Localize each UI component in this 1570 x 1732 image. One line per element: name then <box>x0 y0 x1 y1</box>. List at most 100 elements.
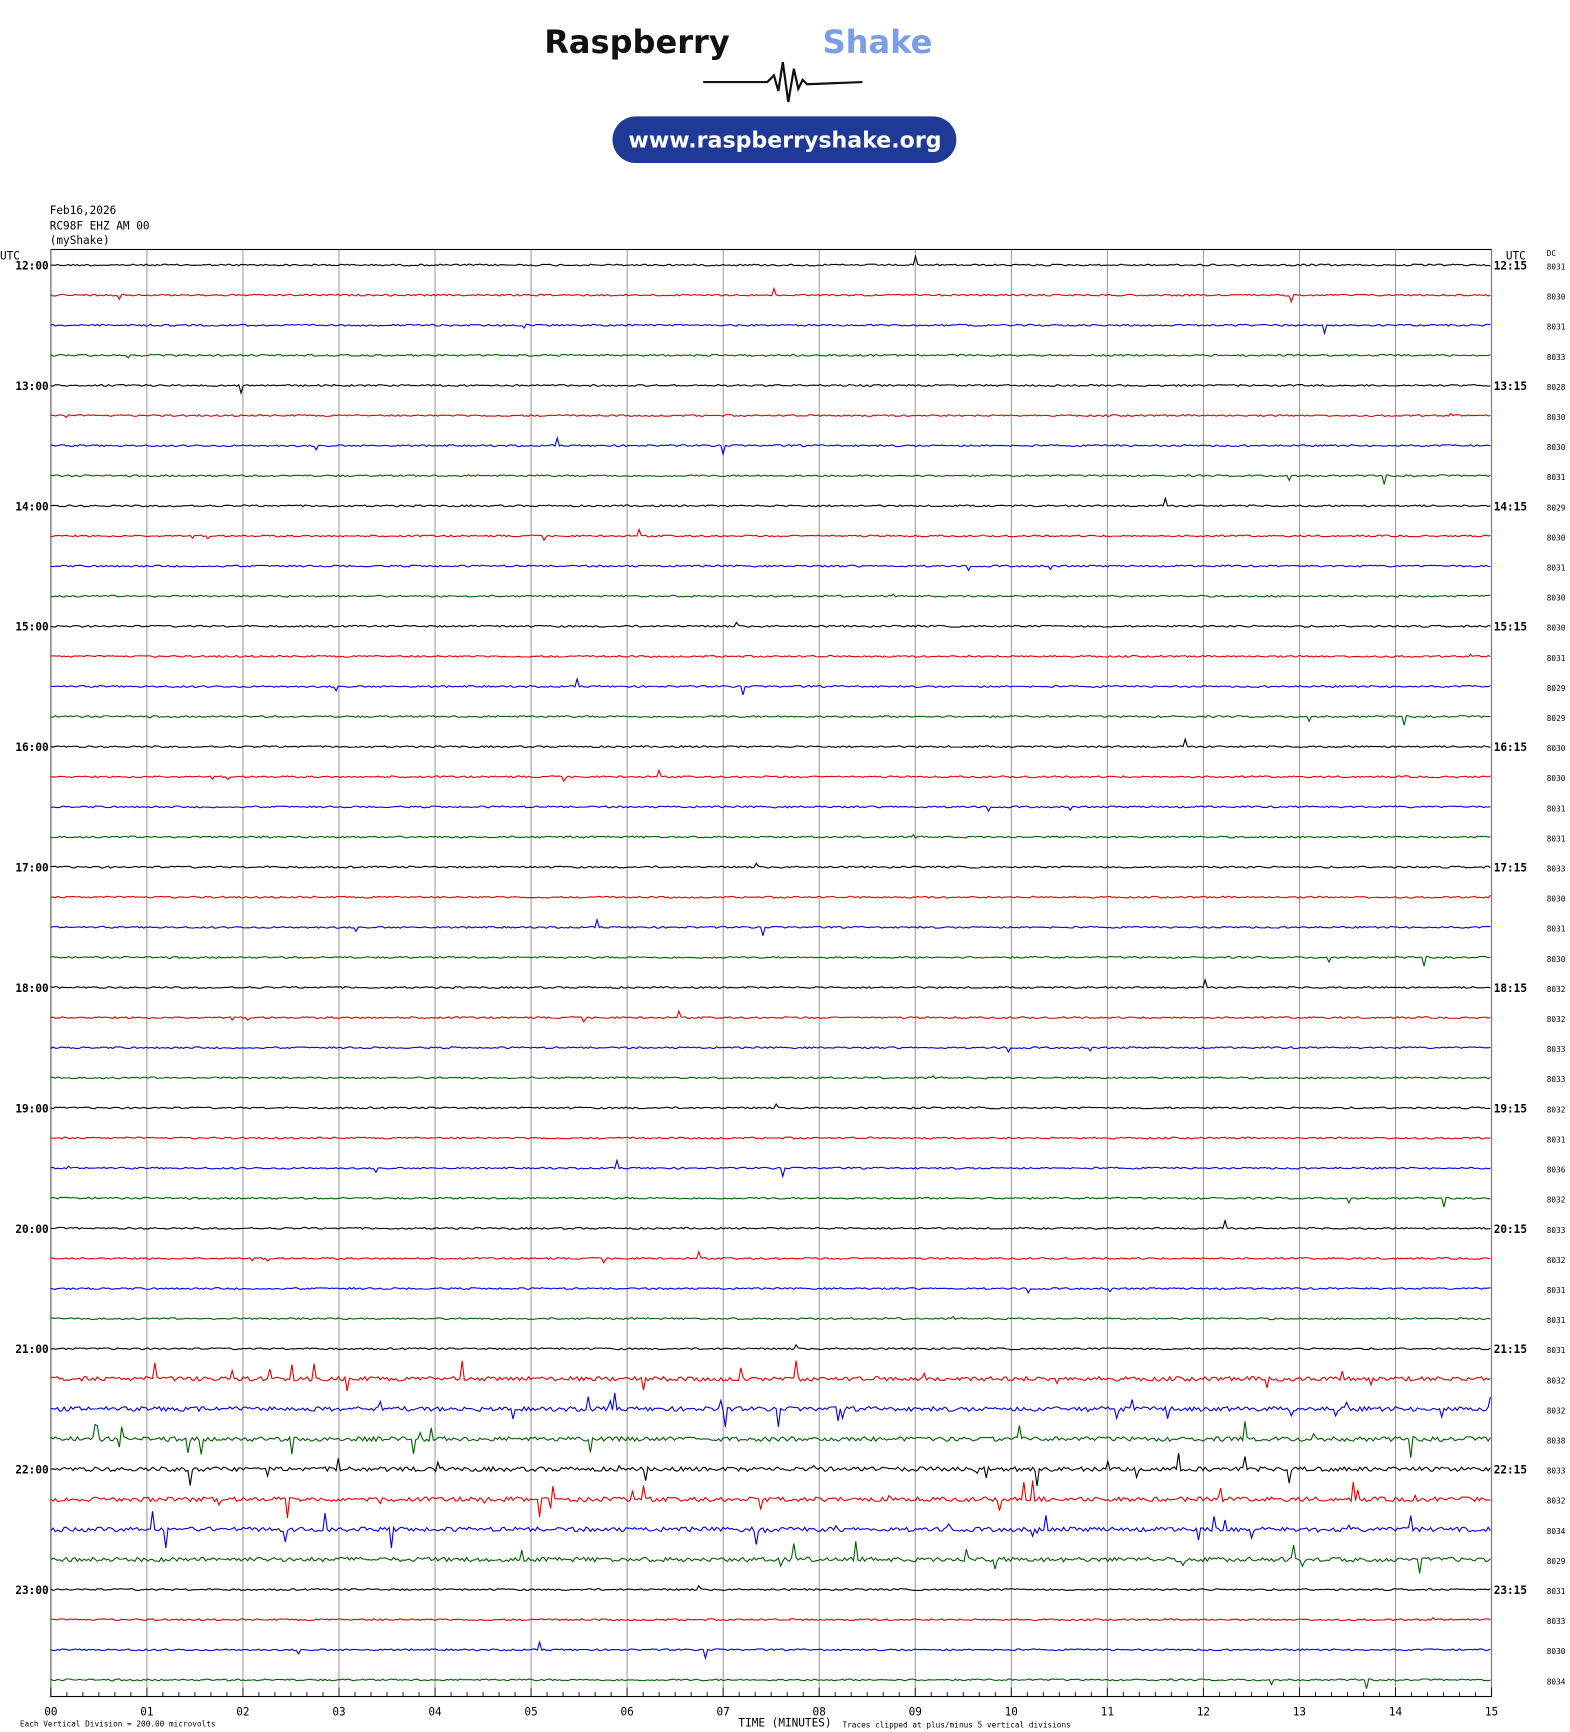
dc-value: 8031 <box>1547 654 1566 663</box>
hour-label-right: 20:15 <box>1494 1223 1527 1236</box>
trace <box>50 1103 1491 1110</box>
dc-value: 8032 <box>1547 1015 1566 1024</box>
x-tick-label: 05 <box>524 1705 537 1718</box>
trace <box>50 768 1491 783</box>
dc-value: 8028 <box>1547 383 1566 392</box>
trace <box>50 1392 1491 1428</box>
trace <box>50 1009 1491 1024</box>
trace <box>50 862 1491 869</box>
trace <box>50 737 1491 749</box>
trace <box>50 323 1491 336</box>
trace <box>50 1453 1491 1487</box>
dc-value: 8029 <box>1547 684 1566 693</box>
hour-label-right: 19:15 <box>1494 1102 1527 1115</box>
trace <box>50 1136 1491 1140</box>
hour-label-right: 21:15 <box>1494 1343 1527 1356</box>
hour-label-right: 18:15 <box>1494 982 1527 995</box>
x-tick-label: 01 <box>140 1705 153 1718</box>
dc-value: 8032 <box>1547 1196 1566 1205</box>
right-unit: UTC <box>1506 249 1526 262</box>
trace <box>50 676 1491 696</box>
dc-value: 8031 <box>1547 834 1566 843</box>
hour-label-right: 13:15 <box>1494 380 1527 393</box>
dc-value: 8031 <box>1547 262 1566 271</box>
trace <box>50 621 1491 628</box>
trace <box>50 412 1491 419</box>
x-tick-label: 03 <box>332 1705 345 1718</box>
trace <box>50 1511 1491 1549</box>
x-tick-label: 00 <box>44 1705 57 1718</box>
trace <box>50 834 1491 839</box>
left-unit: UTC <box>0 249 20 262</box>
dc-value: 8033 <box>1547 1045 1566 1054</box>
trace <box>50 286 1491 304</box>
hour-label-left: 16:00 <box>15 741 48 754</box>
dc-value: 8031 <box>1547 1587 1566 1596</box>
hour-label-left: 22:00 <box>15 1464 48 1477</box>
logo-wave <box>703 61 863 103</box>
hour-label-left: 23:00 <box>15 1584 48 1597</box>
trace <box>50 1360 1491 1392</box>
hour-label-right: 22:15 <box>1494 1464 1527 1477</box>
trace <box>50 1315 1491 1321</box>
dc-value: 8030 <box>1547 293 1566 302</box>
trace <box>50 1421 1491 1458</box>
hour-label-right: 23:15 <box>1494 1584 1527 1597</box>
dc-value: 8030 <box>1547 955 1566 964</box>
trace <box>50 1074 1491 1080</box>
hour-label-left: 19:00 <box>15 1102 48 1115</box>
x-tick-label: 07 <box>717 1705 730 1718</box>
dc-value: 8031 <box>1547 563 1566 572</box>
hour-label-right: 12:15 <box>1494 259 1527 272</box>
plot-frame <box>50 248 1493 1698</box>
dc-value: 8031 <box>1547 925 1566 934</box>
trace <box>50 1046 1491 1054</box>
hour-label-left: 17:00 <box>15 862 48 875</box>
x-tick-label: 02 <box>236 1705 249 1718</box>
dc-value: 8029 <box>1547 1557 1566 1566</box>
trace <box>50 1343 1491 1351</box>
dc-value: 8032 <box>1547 1406 1566 1415</box>
hour-label-left: 21:00 <box>15 1343 48 1356</box>
hour-label-left: 13:00 <box>15 380 48 393</box>
trace <box>50 564 1491 572</box>
dc-value: 8031 <box>1547 1346 1566 1355</box>
dc-value: 8033 <box>1547 865 1566 874</box>
dc-value: 8030 <box>1547 533 1566 542</box>
trace <box>50 1678 1491 1689</box>
dc-value: 8030 <box>1547 594 1566 603</box>
trace <box>50 1584 1491 1592</box>
dc-value: 8031 <box>1547 1316 1566 1325</box>
trace <box>50 353 1491 359</box>
trace <box>50 1617 1491 1622</box>
dc-value: 8029 <box>1547 503 1566 512</box>
dc-value: 8038 <box>1547 1436 1566 1445</box>
x-tick-label: 15 <box>1485 1705 1498 1718</box>
trace <box>50 496 1491 508</box>
scale-note: Each Vertical Division = 200.00 microvol… <box>20 1719 216 1728</box>
dc-value: 8032 <box>1547 1497 1566 1506</box>
hour-label-right: 15:15 <box>1494 621 1527 634</box>
header-date: Feb16,2026 <box>50 204 117 217</box>
hour-label-left: 18:00 <box>15 982 48 995</box>
logo-name: Shake <box>823 23 933 61</box>
trace <box>50 1196 1491 1208</box>
trace <box>50 1480 1491 1519</box>
dc-value: 8032 <box>1547 985 1566 994</box>
x-tick-label: 08 <box>813 1705 826 1718</box>
header-station: RC98F EHZ AM 00 <box>50 220 150 233</box>
dc-value: 8031 <box>1547 1135 1566 1144</box>
trace <box>50 1541 1491 1574</box>
dc-value: 8033 <box>1547 1617 1566 1626</box>
x-tick-label: 04 <box>428 1705 442 1718</box>
x-tick-label: 14 <box>1389 1705 1403 1718</box>
dc-value: 8036 <box>1547 1166 1566 1175</box>
x-tick-label: 09 <box>909 1705 922 1718</box>
hour-label-left: 15:00 <box>15 621 48 634</box>
dc-value: 8031 <box>1547 1286 1566 1295</box>
hour-label-right: 16:15 <box>1494 741 1527 754</box>
trace <box>50 653 1491 658</box>
trace <box>50 805 1491 813</box>
trace <box>50 917 1491 936</box>
